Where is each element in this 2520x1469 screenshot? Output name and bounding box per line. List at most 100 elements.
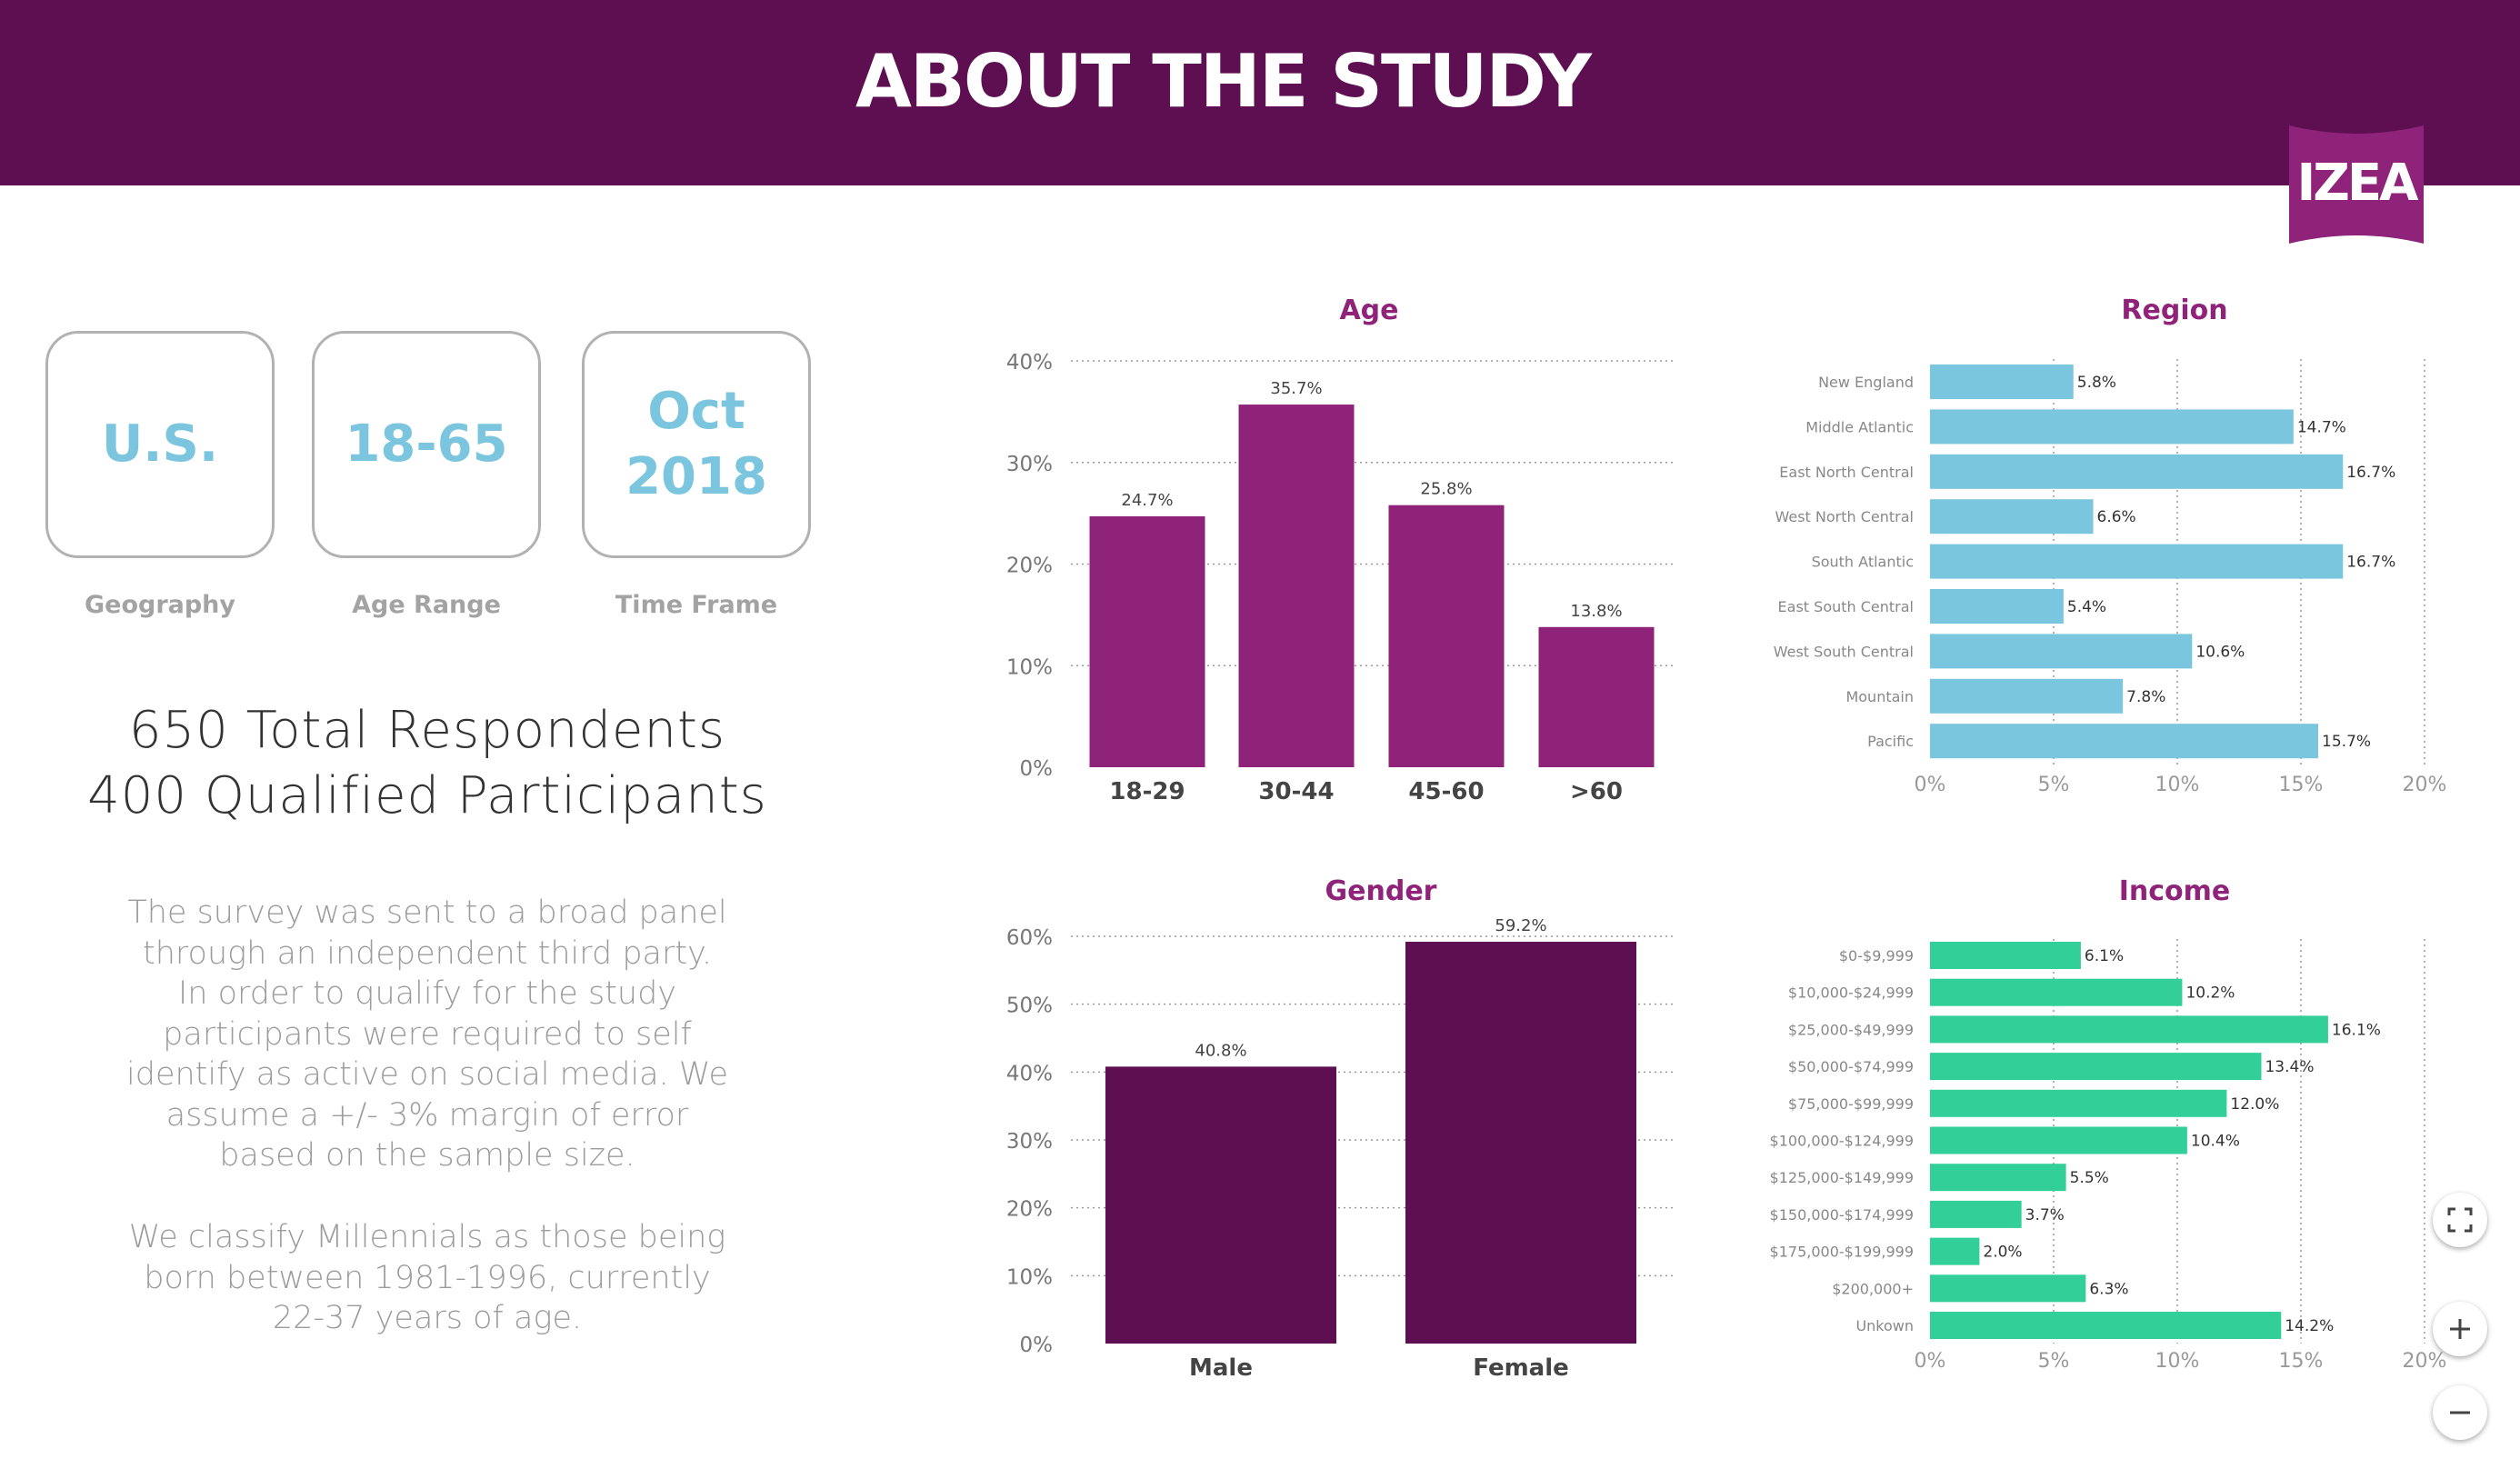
geography-label: Geography bbox=[84, 591, 236, 619]
time-frame-month: Oct bbox=[647, 382, 745, 441]
gender-y-tick-label: 30% bbox=[1006, 1130, 1053, 1154]
income-x-tick-label: 10% bbox=[2155, 1350, 2200, 1373]
region-bar bbox=[1930, 499, 2094, 535]
header-banner: ABOUT THE STUDY bbox=[0, 0, 2520, 185]
gender-y-tick-label: 10% bbox=[1006, 1265, 1053, 1289]
gender-y-tick-label: 40% bbox=[1006, 1062, 1053, 1085]
gender-y-tick-label: 0% bbox=[1020, 1334, 1054, 1357]
income-chart-title: Income bbox=[2119, 875, 2231, 907]
age-range-value: 18-65 bbox=[345, 415, 508, 474]
age-y-tick-label: 0% bbox=[1020, 757, 1054, 781]
age-bar bbox=[1388, 505, 1505, 767]
region-bar bbox=[1930, 724, 2319, 759]
income-category-label: $75,000-$99,999 bbox=[1788, 1095, 1914, 1113]
region-category-label: Mountain bbox=[1845, 688, 1914, 705]
region-bar bbox=[1930, 544, 2344, 579]
age-y-tick-label: 20% bbox=[1006, 555, 1053, 578]
region-value-label: 6.6% bbox=[2097, 508, 2136, 526]
age-range-label: Age Range bbox=[352, 591, 501, 619]
income-bar bbox=[1930, 1164, 2066, 1192]
region-bar bbox=[1930, 678, 2124, 714]
income-category-label: $200,000+ bbox=[1832, 1280, 1914, 1297]
age-y-tick-label: 40% bbox=[1006, 351, 1053, 375]
income-bar bbox=[1930, 1237, 1980, 1265]
income-x-tick-label: 0% bbox=[1915, 1350, 1946, 1373]
income-value-label: 5.5% bbox=[2070, 1169, 2109, 1187]
region-category-label: East South Central bbox=[1778, 598, 1914, 615]
logo-text: IZEA bbox=[2296, 154, 2419, 213]
survey-description: The survey was sent to a broad panel thr… bbox=[82, 893, 773, 1176]
income-category-label: $100,000-$124,999 bbox=[1770, 1133, 1914, 1150]
age-bar bbox=[1089, 515, 1205, 767]
income-category-label: $25,000-$49,999 bbox=[1788, 1021, 1914, 1038]
definition-line: We classify Millennials as those being bbox=[128, 1219, 726, 1255]
description-line: In order to qualify for the study bbox=[177, 975, 677, 1012]
income-bar bbox=[1930, 1312, 2282, 1339]
income-value-label: 16.1% bbox=[2332, 1021, 2381, 1039]
income-category-label: $0-$9,999 bbox=[1839, 947, 1914, 964]
region-category-label: Pacific bbox=[1867, 733, 1914, 750]
region-value-label: 16.7% bbox=[2346, 554, 2395, 572]
region-bar bbox=[1930, 365, 2074, 399]
region-value-label: 14.7% bbox=[2297, 418, 2346, 436]
income-x-tick-label: 20% bbox=[2403, 1350, 2447, 1373]
gender-y-tick-label: 60% bbox=[1006, 926, 1053, 950]
gender-y-tick-label: 20% bbox=[1006, 1198, 1053, 1222]
gender-chart-title: Gender bbox=[1325, 875, 1437, 907]
age-y-tick-label: 30% bbox=[1006, 453, 1053, 476]
region-category-label: West North Central bbox=[1775, 508, 1914, 525]
income-value-label: 13.4% bbox=[2265, 1058, 2314, 1076]
description-line: identify as active on social media. We bbox=[126, 1056, 728, 1093]
age-y-tick-label: 10% bbox=[1006, 655, 1053, 679]
description-line: based on the sample size. bbox=[219, 1137, 635, 1174]
income-category-label: $125,000-$149,999 bbox=[1770, 1169, 1914, 1186]
region-bar bbox=[1930, 634, 2193, 669]
gender-y-tick-label: 50% bbox=[1006, 994, 1053, 1018]
geography-value: U.S. bbox=[101, 415, 219, 474]
income-x-tick-label: 5% bbox=[2038, 1350, 2070, 1373]
description-line: through an independent third party. bbox=[143, 934, 712, 972]
time-frame-year: 2018 bbox=[625, 447, 767, 506]
zoom-out-button[interactable] bbox=[2433, 1385, 2487, 1440]
age-chart-title: Age bbox=[1339, 295, 1398, 326]
income-bar bbox=[1930, 978, 2183, 1006]
region-value-label: 16.7% bbox=[2346, 464, 2395, 482]
income-bar bbox=[1930, 1089, 2227, 1117]
gender-category-label: Male bbox=[1189, 1354, 1253, 1382]
age-category-label: >60 bbox=[1570, 778, 1623, 805]
income-category-label: $175,000-$199,999 bbox=[1770, 1244, 1914, 1261]
income-value-label: 2.0% bbox=[1983, 1244, 2022, 1262]
zoom-in-button[interactable] bbox=[2433, 1302, 2487, 1356]
gender-bar bbox=[1405, 941, 1636, 1344]
region-chart-title: Region bbox=[2121, 295, 2227, 326]
region-x-tick-label: 0% bbox=[1915, 774, 1946, 796]
minus-icon bbox=[2450, 1411, 2470, 1414]
region-bar bbox=[1930, 409, 2294, 445]
region-value-label: 15.7% bbox=[2322, 733, 2371, 751]
gender-bar bbox=[1105, 1066, 1336, 1344]
age-value-label: 24.7% bbox=[1121, 491, 1173, 510]
income-value-label: 6.3% bbox=[2089, 1280, 2128, 1298]
fullscreen-button[interactable] bbox=[2433, 1193, 2487, 1247]
income-bar bbox=[1930, 942, 2081, 969]
definition-line: born between 1981-1996, currently bbox=[144, 1259, 711, 1296]
region-value-label: 5.4% bbox=[2067, 598, 2106, 616]
income-bar bbox=[1930, 1200, 2022, 1228]
expand-icon bbox=[2447, 1207, 2473, 1233]
region-x-tick-label: 15% bbox=[2279, 774, 2324, 796]
age-bar bbox=[1238, 405, 1355, 767]
region-x-tick-label: 5% bbox=[2038, 774, 2070, 796]
region-value-label: 5.8% bbox=[2077, 374, 2116, 392]
gender-value-label: 59.2% bbox=[1495, 916, 1546, 935]
description-line: participants were required to self bbox=[163, 1015, 692, 1053]
income-value-label: 10.2% bbox=[2185, 984, 2235, 1003]
page-title: ABOUT THE STUDY bbox=[855, 39, 1592, 124]
region-bar bbox=[1930, 589, 2064, 624]
income-category-label: $150,000-$174,999 bbox=[1770, 1206, 1914, 1224]
description-line: assume a +/- 3% margin of error bbox=[165, 1096, 689, 1134]
income-bar bbox=[1930, 1126, 2187, 1154]
income-value-label: 10.4% bbox=[2191, 1133, 2240, 1151]
income-bar bbox=[1930, 1015, 2328, 1044]
age-range-box: 18-65 bbox=[312, 331, 541, 558]
